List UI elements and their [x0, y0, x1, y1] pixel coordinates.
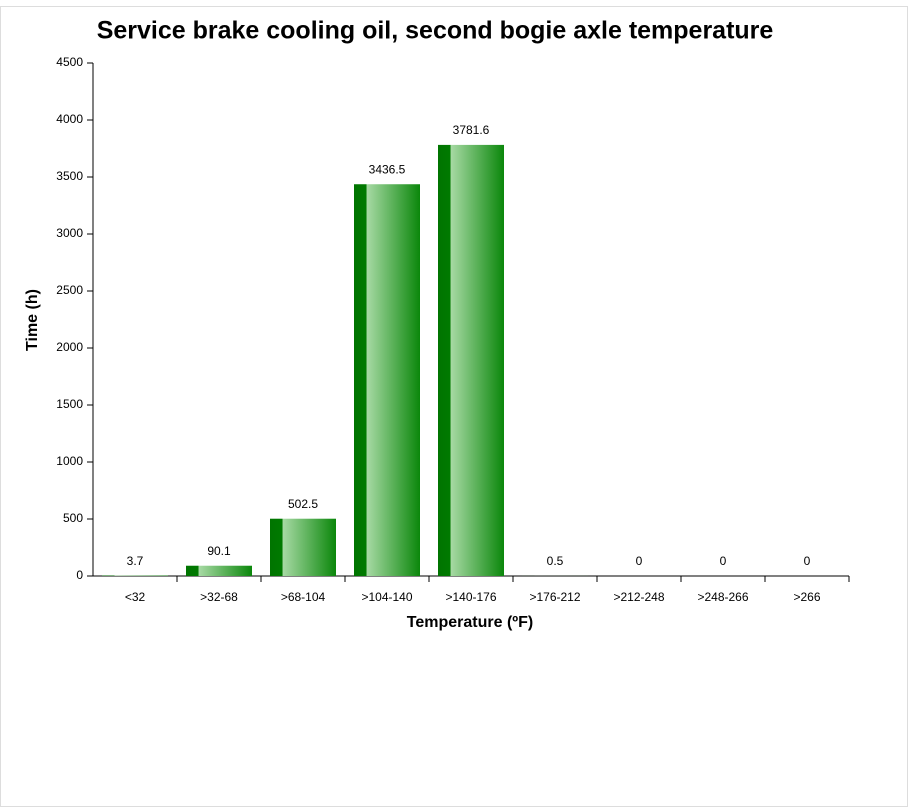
y-tick-label: 0: [76, 568, 83, 582]
y-tick-label: 1500: [56, 397, 83, 411]
x-tick-label: >176-212: [529, 590, 580, 604]
y-tick-label: 4000: [56, 112, 83, 126]
chart-title: Service brake cooling oil, second bogie …: [97, 17, 774, 45]
y-tick-label: 3000: [56, 226, 83, 240]
x-tick-label: >212-248: [613, 590, 664, 604]
value-label: 3.7: [127, 554, 144, 568]
x-axis-title: Temperature (ºF): [407, 614, 533, 631]
y-tick-label: 4500: [56, 55, 83, 69]
bar: [270, 518, 336, 576]
value-label: 3436.5: [369, 162, 406, 176]
value-label: 3781.6: [453, 123, 490, 137]
x-tick-label: >32-68: [200, 590, 238, 604]
y-tick-label: 3500: [56, 169, 83, 183]
y-axis-title: Time (h): [24, 289, 41, 351]
y-tick-label: 500: [63, 511, 83, 525]
value-label: 0: [720, 554, 727, 568]
x-tick-label: >68-104: [281, 590, 326, 604]
x-tick-label: >140-176: [445, 590, 496, 604]
value-label: 502.5: [288, 497, 318, 511]
value-label: 0: [804, 554, 811, 568]
y-tick-label: 1000: [56, 454, 83, 468]
y-tick-label: 2000: [56, 340, 83, 354]
x-tick-label: >104-140: [361, 590, 412, 604]
value-label: 0: [636, 554, 643, 568]
x-tick-label: <32: [125, 590, 146, 604]
bar: [186, 565, 252, 576]
bar: [438, 144, 504, 577]
value-label: 90.1: [207, 544, 231, 558]
x-tick-label: >266: [793, 590, 820, 604]
y-tick-label: 2500: [56, 283, 83, 297]
bar: [354, 184, 420, 576]
x-tick-label: >248-266: [697, 590, 748, 604]
value-label: 0.5: [547, 554, 564, 568]
